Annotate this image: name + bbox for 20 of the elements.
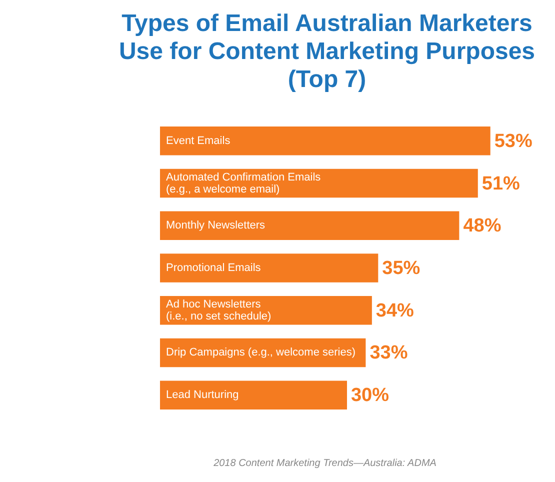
bar [160, 254, 378, 282]
data-label: 33% [370, 342, 408, 364]
chart-title: Types of Email Australian Marketers Use for Content Marketing Purposes (Top 7) [118, 10, 536, 93]
data-label: 35% [382, 258, 420, 279]
y-tick-label: Promotional Emails [166, 262, 262, 274]
y-tick-label: Drip Campaigns (e.g., welcome series) [166, 346, 356, 359]
data-label: 51% [482, 173, 520, 194]
category-label: Ad hoc Newsletters (i.e., no set schedule) [166, 298, 272, 322]
y-tick-label: Event Emails [166, 134, 231, 147]
text: 2018 Content Marketing Trends—Australia: ADMA [212, 458, 437, 469]
data-label: 34% [376, 300, 414, 322]
data-label: 30% [350, 385, 390, 406]
category-label: Automated Confirmation Emails (e.g., a welcome email) [166, 171, 321, 196]
y-tick-label: Lead Nurturing [166, 389, 239, 402]
bar [160, 380, 347, 410]
y-tick-label: Monthly Newsletters [166, 220, 266, 232]
data-label: 48% [463, 216, 502, 237]
bar [160, 211, 460, 240]
bar [160, 126, 490, 156]
data-label: 53% [494, 130, 532, 152]
